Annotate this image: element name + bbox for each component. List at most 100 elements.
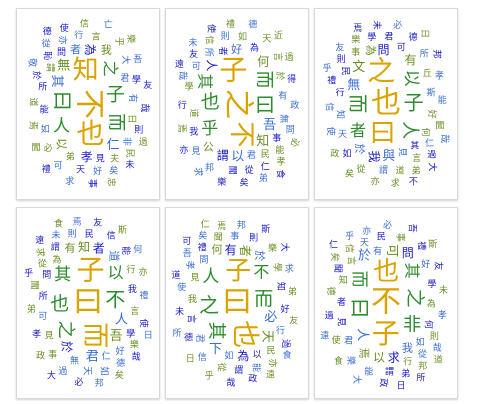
cloud-word: 邦 <box>418 360 427 372</box>
cloud-word: 見 <box>335 317 346 326</box>
cloud-word: 民 <box>339 67 350 76</box>
cloud-word: 學 <box>126 327 135 339</box>
cloud-word: 謂 <box>385 365 394 377</box>
cloud-word: 以 <box>373 351 385 365</box>
cloud-word: 能 <box>250 363 262 372</box>
cloud-word: 民 <box>266 345 275 356</box>
cloud-word: 下 <box>209 342 222 357</box>
cloud-word: 乎 <box>323 63 332 74</box>
cloud-word: 從 <box>38 257 47 269</box>
cloud-word: 學 <box>367 31 376 43</box>
cloud-word: 好 <box>93 165 102 177</box>
cloud-word: 從 <box>356 163 365 175</box>
cloud-word: 以 <box>401 70 421 87</box>
cloud-word: 君 <box>247 150 256 161</box>
cloud-word: 可 <box>38 311 47 322</box>
cloud-word: 曰 <box>222 285 252 320</box>
cloud-word: 事 <box>87 179 99 188</box>
cloud-word: 民 <box>377 231 386 242</box>
cloud-word: 學 <box>427 278 436 290</box>
cloud-word: 過 <box>139 137 148 148</box>
cloud-word: 聞 <box>214 232 223 243</box>
cloud-word: 弟 <box>411 164 420 176</box>
cloud-word: 乎 <box>345 231 354 242</box>
cloud-word: 食 <box>283 349 292 361</box>
cloud-word: 有 <box>404 53 416 67</box>
cloud-word: 子 <box>372 317 400 350</box>
cloud-word: 過 <box>58 366 67 377</box>
cloud-word: 求 <box>65 175 74 187</box>
cloud-word: 遠 <box>175 58 184 70</box>
cloud-word: 遠 <box>35 234 44 246</box>
cloud-word: 道 <box>171 269 180 281</box>
cloud-word: 之 <box>55 321 76 339</box>
cloud-word: 所 <box>203 48 214 57</box>
cloud-word: 近 <box>274 29 283 41</box>
cloud-word: 知 <box>275 282 287 291</box>
cloud-word: 天 <box>76 166 85 176</box>
cloud-word: 人 <box>355 328 370 341</box>
cloud-word: 仁 <box>102 350 111 362</box>
cloud-word: 而 <box>254 288 273 310</box>
cloud-word: 君 <box>384 31 393 42</box>
cloud-word: 仁 <box>107 138 120 153</box>
cloud-word: 行 <box>74 29 83 41</box>
cloud-word: 德 <box>409 31 418 43</box>
cloud-word: 人 <box>53 117 70 137</box>
cloud-word: 問 <box>199 255 208 266</box>
cloud-word: 道 <box>395 165 404 177</box>
cloud-word: 食 <box>54 218 63 230</box>
cloud-word: 哉 <box>226 376 235 388</box>
cloud-word: 則 <box>430 331 439 342</box>
cloud-word: 不 <box>105 288 125 312</box>
cloud-word: 之 <box>101 60 120 76</box>
cloud-word: 從 <box>245 164 254 176</box>
cloud-word: 日 <box>419 29 430 38</box>
cloud-word: 恥 <box>41 51 52 60</box>
cloud-word: 哉 <box>177 71 189 80</box>
cloud-word: 未 <box>371 21 383 30</box>
cloud-word: 問 <box>42 269 51 280</box>
cloud-word: 如 <box>238 30 247 42</box>
cloud-word: 遠 <box>320 329 329 341</box>
cloud-word: 道 <box>188 108 200 117</box>
cloud-word: 吾 <box>263 118 276 133</box>
cloud-word: 則 <box>68 229 77 240</box>
cloud-word: 吾 <box>133 54 142 65</box>
cloud-word: 求 <box>192 167 204 176</box>
cloud-word: 亦 <box>56 35 68 44</box>
cloud-word: 則 <box>134 124 143 135</box>
cloud-word: 好 <box>231 42 242 56</box>
cloud-word: 邦 <box>431 50 443 59</box>
cloud-word: 知 <box>339 274 348 286</box>
cloud-word: 見 <box>96 154 105 165</box>
cloud-word: 未 <box>439 284 448 296</box>
cloud-word: 道 <box>108 251 122 262</box>
cloud-word: 斯 <box>427 87 436 99</box>
cloud-word: 好 <box>426 110 438 119</box>
cloud-word: 者 <box>217 47 228 56</box>
cloud-word: 為 <box>83 44 97 56</box>
cloud-word: 道 <box>434 353 443 365</box>
cloud-word: 聞 <box>31 142 40 153</box>
cloud-word: 有 <box>373 245 382 257</box>
cloud-word: 子 <box>76 254 104 287</box>
cloud-word: 能 <box>120 246 132 255</box>
cloud-word: 公 <box>203 140 214 153</box>
word-cloud-card: 之子不曰 也 而乎 其吾知以 人 何謂 好公君 者道 為有 於無事民 我 所學可聞 如從 則言見 行能仁 邦 信… <box>165 8 309 200</box>
cloud-word: 於 <box>274 71 286 80</box>
cloud-word: 能 <box>40 104 49 116</box>
cloud-word: 如 <box>342 148 351 160</box>
cloud-word: 者 <box>93 242 105 256</box>
cloud-word: 友 <box>189 48 198 60</box>
cloud-word: 焉 <box>176 124 187 133</box>
cloud-word: 則 <box>221 31 230 42</box>
cloud-word: 孝 <box>438 310 447 321</box>
cloud-word: 我 <box>128 284 137 295</box>
cloud-word: 哉 <box>439 134 451 143</box>
cloud-word: 者 <box>238 245 252 257</box>
cloud-word: 信 <box>80 17 89 29</box>
cloud-word: 必 <box>393 19 402 31</box>
cloud-word: 之 <box>199 293 219 317</box>
